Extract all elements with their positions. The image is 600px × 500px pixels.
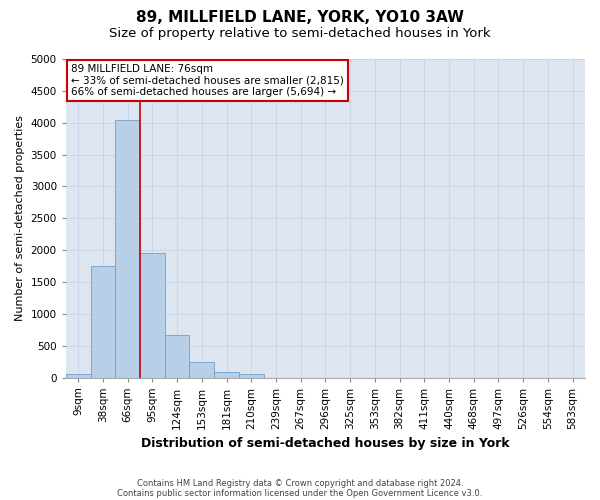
Bar — [214, 372, 239, 378]
X-axis label: Distribution of semi-detached houses by size in York: Distribution of semi-detached houses by … — [141, 437, 510, 450]
Text: 89, MILLFIELD LANE, YORK, YO10 3AW: 89, MILLFIELD LANE, YORK, YO10 3AW — [136, 10, 464, 25]
Bar — [165, 336, 190, 378]
Bar — [91, 266, 115, 378]
Y-axis label: Number of semi-detached properties: Number of semi-detached properties — [15, 116, 25, 322]
Bar — [239, 374, 263, 378]
Text: Contains HM Land Registry data © Crown copyright and database right 2024.: Contains HM Land Registry data © Crown c… — [137, 478, 463, 488]
Bar — [66, 374, 91, 378]
Bar — [140, 254, 165, 378]
Text: 89 MILLFIELD LANE: 76sqm
← 33% of semi-detached houses are smaller (2,815)
66% o: 89 MILLFIELD LANE: 76sqm ← 33% of semi-d… — [71, 64, 344, 97]
Text: Size of property relative to semi-detached houses in York: Size of property relative to semi-detach… — [109, 28, 491, 40]
Bar — [190, 362, 214, 378]
Text: Contains public sector information licensed under the Open Government Licence v3: Contains public sector information licen… — [118, 488, 482, 498]
Bar — [115, 120, 140, 378]
